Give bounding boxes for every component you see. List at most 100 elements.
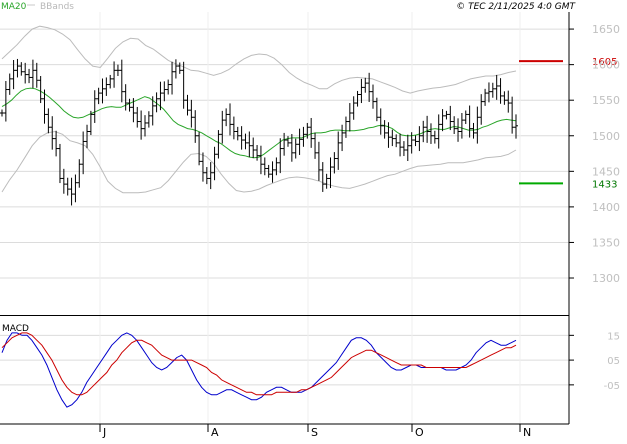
price-bar <box>204 167 209 185</box>
price-bar <box>181 61 186 109</box>
macd-panel-title: MACD <box>2 324 29 334</box>
price-bar <box>463 110 468 125</box>
price-bar <box>27 68 32 84</box>
x-tick-label: A <box>211 426 219 439</box>
price-bar <box>293 138 298 159</box>
price-bar <box>50 116 55 150</box>
macd-line <box>1 332 517 408</box>
price-bar <box>367 72 372 102</box>
macd-y-tick-label: 15 <box>607 331 620 342</box>
price-bar <box>289 133 294 162</box>
price-bar <box>394 134 399 148</box>
price-bar <box>3 80 8 122</box>
price-bar <box>320 162 325 192</box>
price-bar <box>150 96 155 126</box>
price-bar <box>77 159 82 188</box>
price-bar <box>54 130 59 157</box>
high-marker-label: 1605 <box>592 57 617 68</box>
price-bar <box>428 123 433 144</box>
price-bar <box>19 62 24 76</box>
price-bar <box>247 131 252 158</box>
price-bar <box>390 129 395 147</box>
price-bar <box>30 59 35 89</box>
price-y-tick-label: 1550 <box>592 94 620 107</box>
price-bar <box>456 118 461 142</box>
price-bar <box>494 74 499 100</box>
price-bar <box>382 120 387 139</box>
price-bar <box>285 136 290 147</box>
price-bar <box>313 132 318 159</box>
bbands-upper-line <box>1 25 517 94</box>
price-bar <box>193 110 198 143</box>
price-bar <box>123 84 128 111</box>
price-bar <box>112 61 117 88</box>
price-bar <box>15 58 20 78</box>
price-panel-background <box>0 12 569 316</box>
price-bar <box>146 111 151 128</box>
price-bar <box>510 96 515 134</box>
price-bar <box>432 130 437 144</box>
macd-y-ticks: 15 05 -05 <box>569 331 620 392</box>
price-bar <box>162 81 167 102</box>
price-bar <box>262 157 267 176</box>
price-y-tick-label: 1600 <box>592 59 620 72</box>
price-bar <box>46 108 51 134</box>
price-bar <box>270 161 275 183</box>
price-bar <box>386 122 391 148</box>
signal-line <box>1 332 517 396</box>
x-tick-label: N <box>523 426 531 439</box>
price-bar <box>177 62 182 74</box>
price-bar <box>486 82 491 103</box>
price-bar <box>417 126 422 152</box>
price-bar <box>490 82 495 98</box>
price-bar <box>108 74 113 89</box>
price-bar <box>73 174 78 203</box>
price-bar <box>274 157 279 176</box>
price-bar <box>92 90 97 123</box>
price-bar <box>142 115 147 137</box>
price-bar <box>119 59 124 103</box>
price-bar <box>332 152 337 174</box>
price-bar <box>61 168 66 194</box>
price-bar <box>340 124 345 152</box>
price-bar <box>351 96 356 120</box>
price-bar <box>57 143 62 184</box>
price-bar <box>301 126 306 147</box>
price-bar <box>224 108 229 127</box>
price-y-tick-label: 1400 <box>592 201 620 214</box>
price-bar <box>212 146 217 181</box>
price-bar <box>266 164 271 178</box>
price-bar <box>413 135 418 147</box>
price-bar <box>502 91 507 105</box>
price-bar <box>135 106 140 128</box>
price-bar <box>115 64 120 77</box>
macd-lines <box>1 332 517 408</box>
macd-y-tick-label: -05 <box>604 381 620 392</box>
low-marker-label: 1433 <box>592 179 617 190</box>
price-bar <box>158 81 163 111</box>
price-bar <box>297 128 302 155</box>
price-bar <box>316 141 321 181</box>
price-bar <box>324 173 329 189</box>
price-bar <box>336 131 341 170</box>
price-bar <box>216 130 221 159</box>
price-bar <box>401 141 406 157</box>
price-bar <box>309 117 314 148</box>
price-bar <box>514 114 518 139</box>
price-bar <box>475 106 480 144</box>
price-bar <box>448 105 453 131</box>
price-bar <box>139 110 144 140</box>
price-bar <box>34 62 39 88</box>
price-bar <box>85 124 90 149</box>
price-bar <box>104 77 109 96</box>
price-bar <box>436 114 441 149</box>
price-bar <box>258 145 263 175</box>
bbands-lower-line <box>1 130 517 194</box>
price-y-ticks: 1650 1600 1550 1500 1450 1400 1350 1300 <box>569 23 620 285</box>
price-bar <box>88 110 93 136</box>
copyright-text: © TEC 2/11/2025 4:0 GMT <box>456 2 576 12</box>
price-bar <box>355 90 360 107</box>
legend-bbands: BBands <box>40 2 74 12</box>
price-bar <box>459 113 464 139</box>
